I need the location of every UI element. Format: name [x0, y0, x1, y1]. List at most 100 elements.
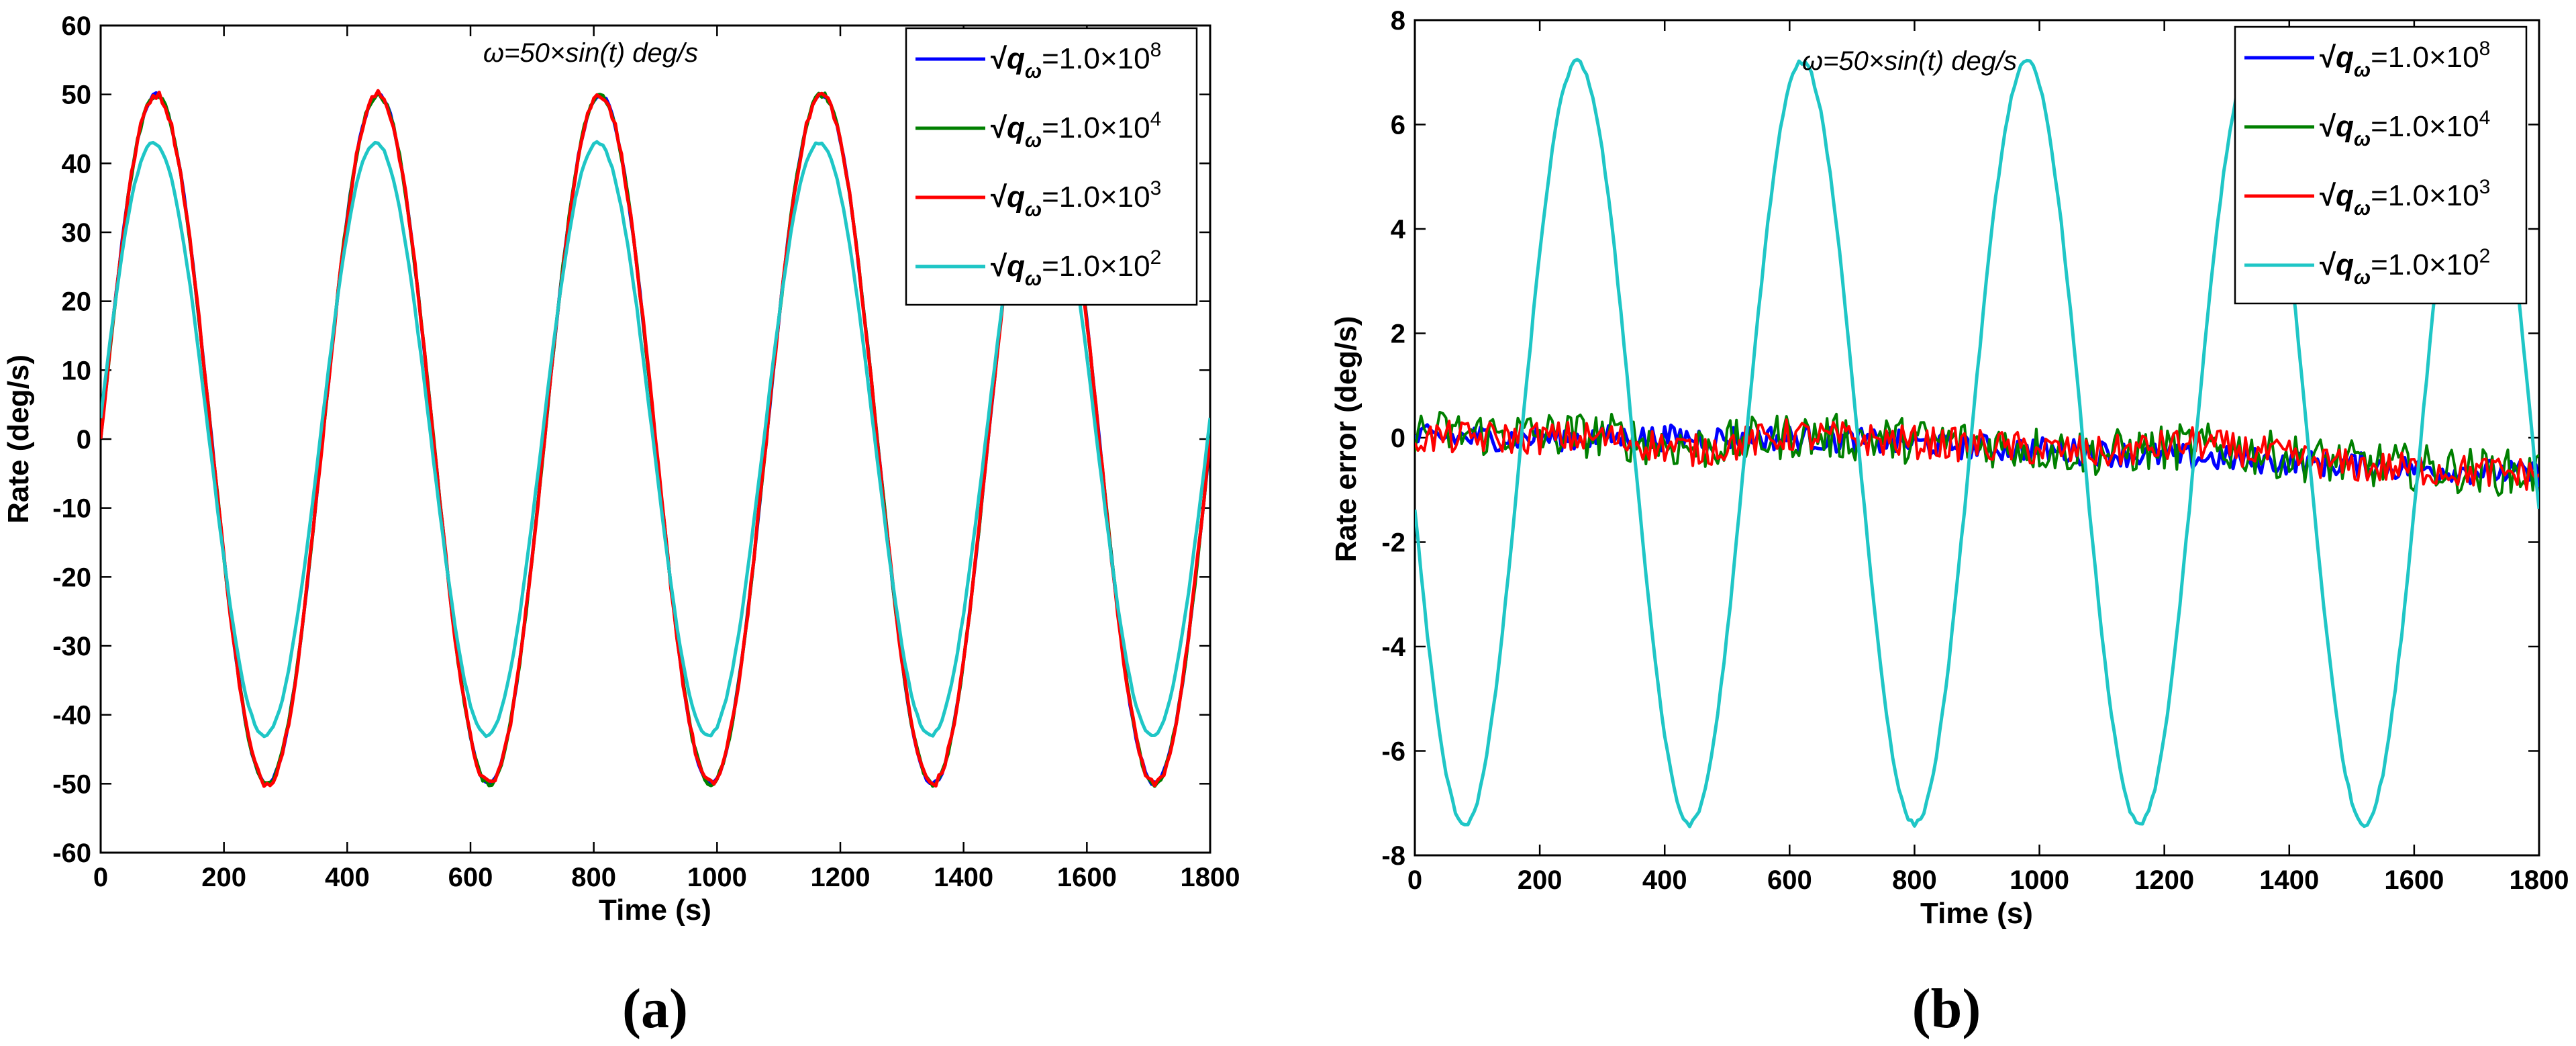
legend-root: √ — [991, 111, 1007, 144]
x-tick-label: 800 — [571, 863, 616, 892]
legend-exp: 3 — [2479, 176, 2491, 198]
y-axis-label-a: Rate (deg/s) — [2, 354, 35, 524]
y-tick-label: -50 — [52, 769, 91, 799]
legend-sub: ω — [2354, 59, 2371, 81]
y-tick-label: 40 — [62, 149, 92, 179]
legend-entry-label: √qω=1.0×108 — [2320, 38, 2490, 81]
y-tick-label: 20 — [62, 287, 92, 317]
legend-rest: =1.0×10 — [2371, 179, 2479, 212]
y-tick-label: -8 — [1381, 841, 1405, 871]
x-tick-label: 200 — [1518, 865, 1563, 895]
x-tick-label: 400 — [325, 863, 370, 892]
legend-rest: =1.0×10 — [2371, 110, 2479, 143]
x-tick-label: 0 — [93, 863, 108, 892]
legend-exp: 2 — [2479, 245, 2491, 267]
x-tick-label: 1200 — [811, 863, 871, 892]
chart-a: 0 200 400 600 800 1000 1200 1400 1600 1800-60-50-… — [2, 11, 1240, 1040]
legend-entry-label: √qω=1.0×108 — [991, 39, 1161, 83]
y-tick-label: 6 — [1391, 111, 1405, 140]
y-tick-label: -60 — [52, 839, 91, 868]
chart-b: 0 200 400 600 800 1000 1200 1400 1600 1800 -8 -6 -4 -… — [1330, 6, 2569, 1040]
y-tick-label: -6 — [1381, 737, 1405, 767]
y-tick-label: -10 — [52, 494, 91, 524]
y-tick-label: -2 — [1381, 528, 1405, 558]
legend-b: √qω=1.0×108√qω=1.0×104√qω=1.0×103√qω=1.0… — [2234, 26, 2528, 305]
legend-box-b — [2234, 26, 2528, 305]
legend-sub: ω — [2354, 197, 2371, 220]
legend-exp: 2 — [1150, 246, 1162, 269]
x-tick-label: 800 — [1892, 865, 1937, 895]
legend-q: q — [2336, 179, 2354, 212]
legend-root: √ — [2320, 179, 2336, 212]
x-tick-label: 600 — [1767, 865, 1812, 895]
x-tick-label: 1000 — [2010, 865, 2069, 895]
series-line-red — [1415, 418, 2539, 491]
legend-q: q — [1007, 181, 1025, 213]
x-tick-label: 1000 — [687, 863, 747, 892]
x-tick-label: 1400 — [2259, 865, 2319, 895]
y-tick-label: 60 — [62, 11, 92, 41]
legend-rest: =1.0×10 — [2371, 248, 2479, 281]
x-tick-label: 1800 — [1181, 863, 1240, 892]
x-tick-label: 1400 — [934, 863, 993, 892]
legend-root: √ — [2320, 110, 2336, 143]
series-line-green — [1415, 411, 2539, 497]
legend-entry-label: √qω=1.0×103 — [2320, 176, 2490, 220]
legend-entry-label: √qω=1.0×104 — [991, 108, 1161, 152]
x-axis-label-a: Time (s) — [599, 894, 711, 926]
y-tick-label: 0 — [1391, 424, 1405, 453]
panel-label-b: (b) — [1912, 978, 1981, 1040]
legend-root: √ — [991, 250, 1007, 283]
legend-q: q — [2336, 41, 2354, 74]
legend-root: √ — [2320, 248, 2336, 281]
legend-entry-label: √qω=1.0×104 — [2320, 107, 2490, 150]
x-tick-label: 200 — [201, 863, 246, 892]
legend-sub: ω — [1025, 199, 1042, 221]
legend-sub: ω — [2354, 267, 2371, 289]
legend-exp: 3 — [1150, 177, 1162, 199]
series-lines-b — [1415, 58, 2539, 828]
legend-q: q — [1007, 111, 1025, 144]
x-tick-label: 0 — [1407, 865, 1422, 895]
legend-q: q — [1007, 42, 1025, 75]
x-tick-label: 1800 — [2510, 865, 2569, 895]
legend-sub: ω — [1025, 268, 1042, 290]
legend-sub: ω — [1025, 130, 1042, 152]
legend-box-a — [905, 27, 1198, 306]
y-tick-label: 10 — [62, 356, 92, 385]
legend-exp: 8 — [1150, 39, 1162, 61]
ticks-a: 0 200 400 600 800 1000 1200 1400 1600 1800-60-50-… — [52, 11, 1240, 892]
legend-root: √ — [991, 181, 1007, 213]
series-line-cyan — [1415, 58, 2539, 828]
y-tick-label: 4 — [1391, 215, 1406, 244]
x-axis-label-b: Time (s) — [1920, 897, 2033, 930]
legend-sub: ω — [2354, 128, 2371, 150]
legend-exp: 8 — [2479, 38, 2491, 60]
legend-entry-label: √qω=1.0×102 — [991, 246, 1161, 290]
legend-root: √ — [2320, 41, 2336, 74]
legend-rest: =1.0×10 — [1042, 181, 1150, 213]
y-tick-label: -30 — [52, 632, 91, 661]
x-tick-label: 1600 — [2384, 865, 2444, 895]
y-tick-label: -20 — [52, 563, 91, 592]
legend-rest: =1.0×10 — [1042, 250, 1150, 283]
annotation-a: ω=50×sin(t) deg/s — [483, 38, 698, 68]
x-tick-label: 1600 — [1057, 863, 1117, 892]
legend-entry-label: √qω=1.0×102 — [2320, 245, 2490, 289]
x-tick-label: 1200 — [2134, 865, 2194, 895]
legend-entry-label: √qω=1.0×103 — [991, 177, 1161, 221]
legend-exp: 4 — [1150, 108, 1162, 130]
y-tick-label: 0 — [77, 425, 91, 455]
legend-q: q — [2336, 248, 2354, 281]
y-tick-label: -4 — [1381, 632, 1405, 662]
ticks-b: 0 200 400 600 800 1000 1200 1400 1600 1800 -8 -6 -4 -… — [1381, 6, 2569, 895]
annotation-b: ω=50×sin(t) deg/s — [1802, 46, 2017, 76]
legend-root: √ — [991, 42, 1007, 75]
y-tick-label: 30 — [62, 218, 92, 248]
y-tick-label: 8 — [1391, 6, 1405, 36]
legend-q: q — [2336, 110, 2354, 143]
legend-a: √qω=1.0×108√qω=1.0×104√qω=1.0×103√qω=1.0… — [905, 27, 1198, 306]
legend-rest: =1.0×10 — [2371, 41, 2479, 74]
y-tick-label: -40 — [52, 701, 91, 730]
